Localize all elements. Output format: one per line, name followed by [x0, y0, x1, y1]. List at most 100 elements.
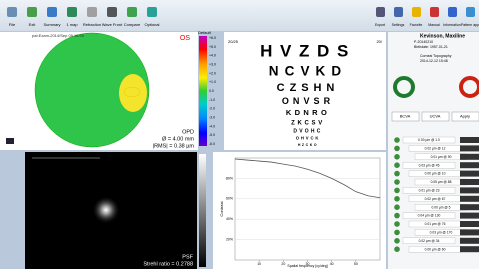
optotype-row: DVOHC: [293, 129, 322, 135]
toolbar-icon[interactable]: [394, 7, 403, 17]
scale-label: +2.0: [209, 71, 216, 75]
gray-scale: [199, 154, 206, 267]
exam-date: 2014-12-12 15:48: [420, 59, 448, 63]
list-bar: [460, 221, 479, 227]
list-value: 0.01 µm @ 23: [419, 188, 440, 192]
button-label: UCVA: [430, 114, 441, 119]
list-bar: [460, 229, 479, 235]
scale-label: -2.0: [209, 107, 215, 111]
list-value: 0.00 µm @ 1.0: [418, 138, 440, 142]
list-toggle[interactable]: [394, 204, 400, 210]
scale-label: +4.0: [209, 54, 216, 58]
list-toggle[interactable]: [394, 246, 400, 252]
button-label: Apply: [460, 114, 470, 119]
scale-label: -4.0: [209, 124, 215, 128]
psf-label: PSF: [182, 254, 193, 260]
scale-label: +3.0: [209, 62, 216, 66]
x-tick-label: 40: [330, 262, 334, 266]
x-tick-label: 20: [281, 262, 285, 266]
x-axis-title: Spatial frequency [cy/deg]: [287, 264, 327, 268]
toolbar-icon[interactable]: [412, 7, 421, 17]
list-bar: [460, 179, 479, 185]
toolbar-label: File: [9, 22, 16, 27]
patient-birthdate: Birthdate: 1957-01-21: [414, 45, 448, 49]
list-bar: [460, 196, 479, 202]
map-rms: |RMS| = 0.38 µm: [153, 143, 195, 149]
map-diameter: Ø = 4.00 mm: [162, 136, 194, 142]
toolbar-label: Compare: [124, 22, 141, 27]
toolbar-icon[interactable]: [47, 7, 57, 17]
toolbar-label: Manual: [428, 23, 440, 27]
color-scale: [199, 36, 207, 146]
icon[interactable]: [6, 138, 14, 144]
y-tick-label: 80%: [226, 176, 233, 180]
toolbar-icon[interactable]: [107, 7, 117, 17]
optotype-row: OHVCK: [296, 136, 321, 141]
list-toggle[interactable]: [394, 154, 400, 160]
optotype-row: ONVSR: [282, 96, 334, 106]
map-header: pat.Exam-2014/Sep 05 16:00: [32, 33, 85, 38]
toolbar-label: Exit: [29, 22, 37, 27]
list-bar: [460, 187, 479, 193]
x-tick-label: 50: [354, 262, 358, 266]
eye-label: OS: [180, 35, 190, 42]
list-toggle[interactable]: [394, 146, 400, 152]
list-toggle[interactable]: [394, 230, 400, 236]
list-value: 0.03 µm @ 170: [430, 230, 453, 234]
scale-title: Default: [198, 30, 212, 35]
toolbar-icon[interactable]: [127, 7, 137, 17]
toolbar-label: Settings: [392, 23, 405, 27]
scale-label: -6.0: [209, 142, 215, 146]
optotype-row: HVZDS: [260, 41, 356, 60]
list-toggle[interactable]: [394, 179, 400, 185]
list-toggle[interactable]: [394, 162, 400, 168]
toolbar-icon[interactable]: [87, 7, 97, 17]
toolbar-icon[interactable]: [7, 7, 17, 17]
toolbar-label: Information: [443, 23, 461, 27]
toolbar-label: Favorite: [410, 23, 423, 27]
toolbar-icon[interactable]: [27, 7, 37, 17]
list-toggle[interactable]: [394, 221, 400, 227]
list-bar: [460, 238, 479, 244]
list-bar: [460, 171, 479, 177]
toolbar-icon[interactable]: [430, 7, 439, 17]
opd-map-region: [124, 87, 140, 97]
scale-label: -3.0: [209, 115, 215, 119]
button-label: BCVA: [400, 114, 411, 119]
y-axis-title: Contrast: [219, 201, 224, 217]
x-tick-label: 10: [257, 262, 261, 266]
map-label: OPD: [182, 129, 194, 135]
list-value: 0.05 µm @ 88: [431, 180, 452, 184]
toolbar-icon[interactable]: [448, 7, 457, 17]
list-toggle[interactable]: [394, 137, 400, 143]
list-toggle[interactable]: [394, 171, 400, 177]
toolbar-label: Wave Front: [102, 22, 123, 27]
list-toggle[interactable]: [394, 196, 400, 202]
list-value: 0.01 µm @ 90: [431, 155, 452, 159]
scale-label: +6.0: [209, 36, 216, 40]
scale-label: +5.0: [209, 45, 216, 49]
mtf-panel: [213, 152, 386, 269]
optotype-row: NCVKD: [269, 63, 347, 78]
optotype-row: KDNRO: [286, 108, 330, 117]
list-toggle[interactable]: [394, 238, 400, 244]
toolbar-label: Optional: [145, 22, 160, 27]
chart-header: 20/: [376, 39, 382, 44]
chart-header: 20/25: [228, 39, 239, 44]
list-toggle[interactable]: [394, 188, 400, 194]
scale-label: -5.0: [209, 133, 215, 137]
list-toggle[interactable]: [394, 213, 400, 219]
scale-label: +1.0: [209, 80, 216, 84]
y-tick-label: 60%: [226, 197, 233, 201]
toolbar-icon[interactable]: [147, 7, 157, 17]
screen: pat.Exam-2014/Sep 05 16:00 OS OPD Ø = 4.…: [0, 0, 479, 269]
list-value: 0.02 µm @ 34: [419, 239, 440, 243]
y-tick-label: 40%: [226, 217, 233, 221]
toolbar-icon[interactable]: [466, 7, 475, 17]
list-value: 0.00 µm @ 10: [425, 172, 446, 176]
list-value: 0.04 µm @ 130: [418, 214, 441, 218]
list-bar: [460, 145, 479, 151]
toolbar-label: Refraction: [83, 22, 101, 27]
toolbar-icon[interactable]: [376, 7, 385, 17]
toolbar-icon[interactable]: [67, 7, 77, 17]
